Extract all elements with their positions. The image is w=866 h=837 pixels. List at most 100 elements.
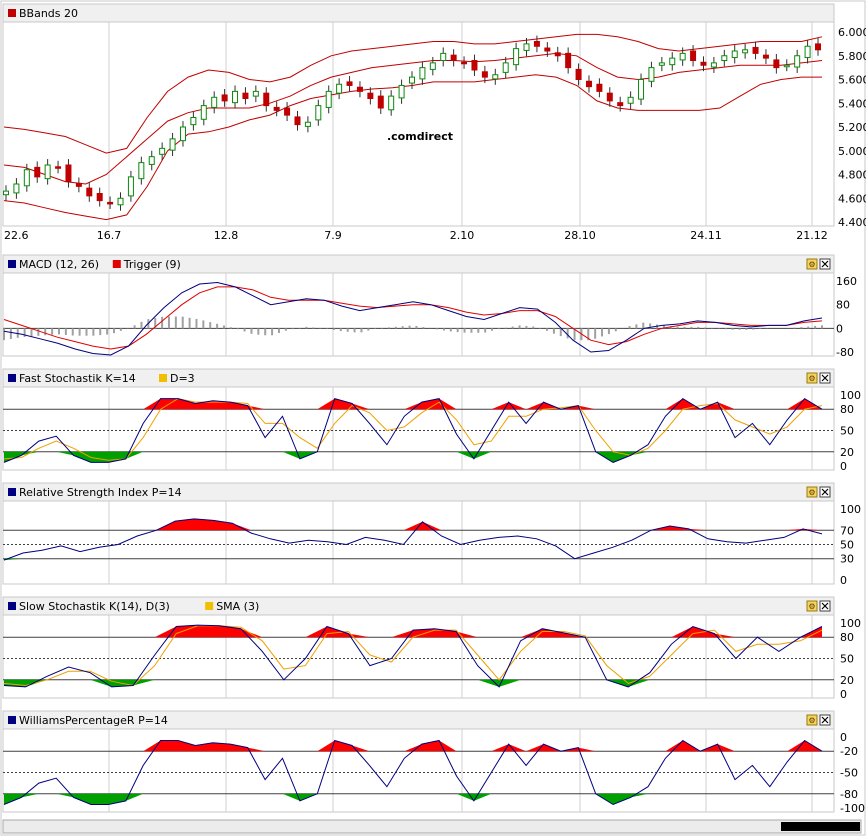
overbought-fill [4, 398, 822, 410]
candle-body [96, 193, 103, 202]
y-tick-label: -80 [840, 788, 858, 801]
trigger-line [3, 286, 823, 350]
candle-body [585, 80, 592, 88]
settings-icon [806, 714, 818, 726]
legend-label: MACD (12, 26) [19, 258, 99, 271]
legend-label: BBands 20 [19, 7, 78, 20]
panel-close-button[interactable] [819, 714, 831, 726]
candle-body [762, 54, 769, 59]
candle-body [409, 76, 415, 84]
candle-body [565, 52, 572, 69]
panel-close-button[interactable] [819, 486, 831, 498]
candle-body [325, 90, 332, 108]
candle-body [638, 79, 645, 100]
panel-settings-button[interactable]: ⚙ [806, 714, 818, 726]
candle-body [783, 64, 790, 68]
panel-settings-button[interactable]: ⚙ [806, 258, 818, 270]
candle-body [336, 83, 343, 94]
y-tick-label: 5.600 [838, 74, 866, 87]
candle-body [284, 107, 291, 116]
settings-glyph: ⚙ [808, 374, 815, 383]
bb-upper-band [3, 33, 823, 154]
close-x [821, 716, 829, 724]
candle-body [721, 55, 728, 61]
candle-body [440, 52, 447, 61]
legend-swatch [8, 602, 16, 610]
watermark-logo: .comdirect [387, 130, 453, 143]
panel-settings-button[interactable]: ⚙ [806, 486, 818, 498]
y-tick-label: 4.400 [838, 216, 866, 229]
legend-label: SMA (3) [216, 600, 259, 613]
candle-body [138, 162, 145, 180]
y-tick-label: 100 [840, 503, 861, 516]
panel-settings-button[interactable]: ⚙ [806, 600, 818, 612]
candle-body [481, 71, 488, 78]
candle-body [232, 90, 239, 104]
candle-body [356, 86, 363, 92]
candle-body [544, 47, 551, 52]
legend-swatch [8, 260, 16, 268]
candle-body [44, 164, 51, 180]
y-tick-label: 50 [840, 653, 854, 666]
candle-body [419, 67, 426, 80]
settings-glyph: ⚙ [808, 488, 815, 497]
x-tick-label: 21.12 [796, 229, 828, 242]
candle-body [815, 43, 821, 51]
panel-settings-button[interactable]: ⚙ [806, 372, 818, 384]
panel-close-button[interactable] [819, 372, 831, 384]
settings-glyph: ⚙ [808, 602, 815, 611]
close-x [821, 488, 829, 496]
oversold-fill [4, 451, 822, 463]
candle-body [617, 102, 624, 107]
candle-body [117, 197, 124, 206]
horizontal-scrollbar[interactable] [2, 819, 862, 834]
close-x [821, 602, 829, 610]
candle-body [533, 41, 540, 47]
legend-swatch [8, 374, 16, 382]
y-tick-label: 20 [840, 674, 854, 687]
close-x [821, 260, 829, 268]
legend-swatch [159, 374, 167, 382]
signal-line [3, 398, 823, 461]
settings-icon [806, 372, 818, 384]
y-tick-label: -20 [840, 745, 858, 758]
candle-body [804, 45, 811, 59]
candle-body [492, 74, 499, 80]
candle-body [200, 105, 207, 120]
candle-body [429, 62, 436, 70]
candle-body [34, 166, 41, 178]
panel-close-button[interactable] [819, 600, 831, 612]
candle-body [294, 116, 301, 126]
y-tick-label: 20 [840, 446, 854, 459]
candle-body [669, 57, 676, 66]
settings-icon [806, 258, 818, 270]
candle-body [377, 95, 384, 109]
candle-body [346, 81, 353, 86]
candle-body [23, 169, 30, 187]
candle-body [13, 183, 20, 194]
y-tick-label: 0 [840, 574, 847, 587]
bb-lower-band [3, 74, 822, 221]
candle-body [679, 52, 686, 61]
overbought-fill [4, 740, 822, 752]
legend-swatch [8, 716, 16, 724]
y-tick-label: 100 [840, 389, 861, 402]
candle-body [554, 52, 561, 57]
candle-body [127, 176, 134, 197]
candle-body [658, 62, 665, 66]
y-tick-label: 5.400 [838, 97, 866, 110]
candle-body [304, 121, 311, 127]
candle-body [398, 84, 405, 99]
panel-plot-rsi [2, 500, 835, 585]
signal-line [3, 625, 823, 687]
panel-close-button[interactable] [819, 258, 831, 270]
scrollbar-thumb[interactable] [781, 822, 860, 831]
panel-plot-macd [2, 272, 835, 357]
candle-body [710, 62, 717, 68]
candle-body [169, 138, 176, 151]
candle-body [606, 92, 613, 102]
settings-glyph: ⚙ [808, 716, 815, 725]
x-tick-label: 16.7 [97, 229, 122, 242]
